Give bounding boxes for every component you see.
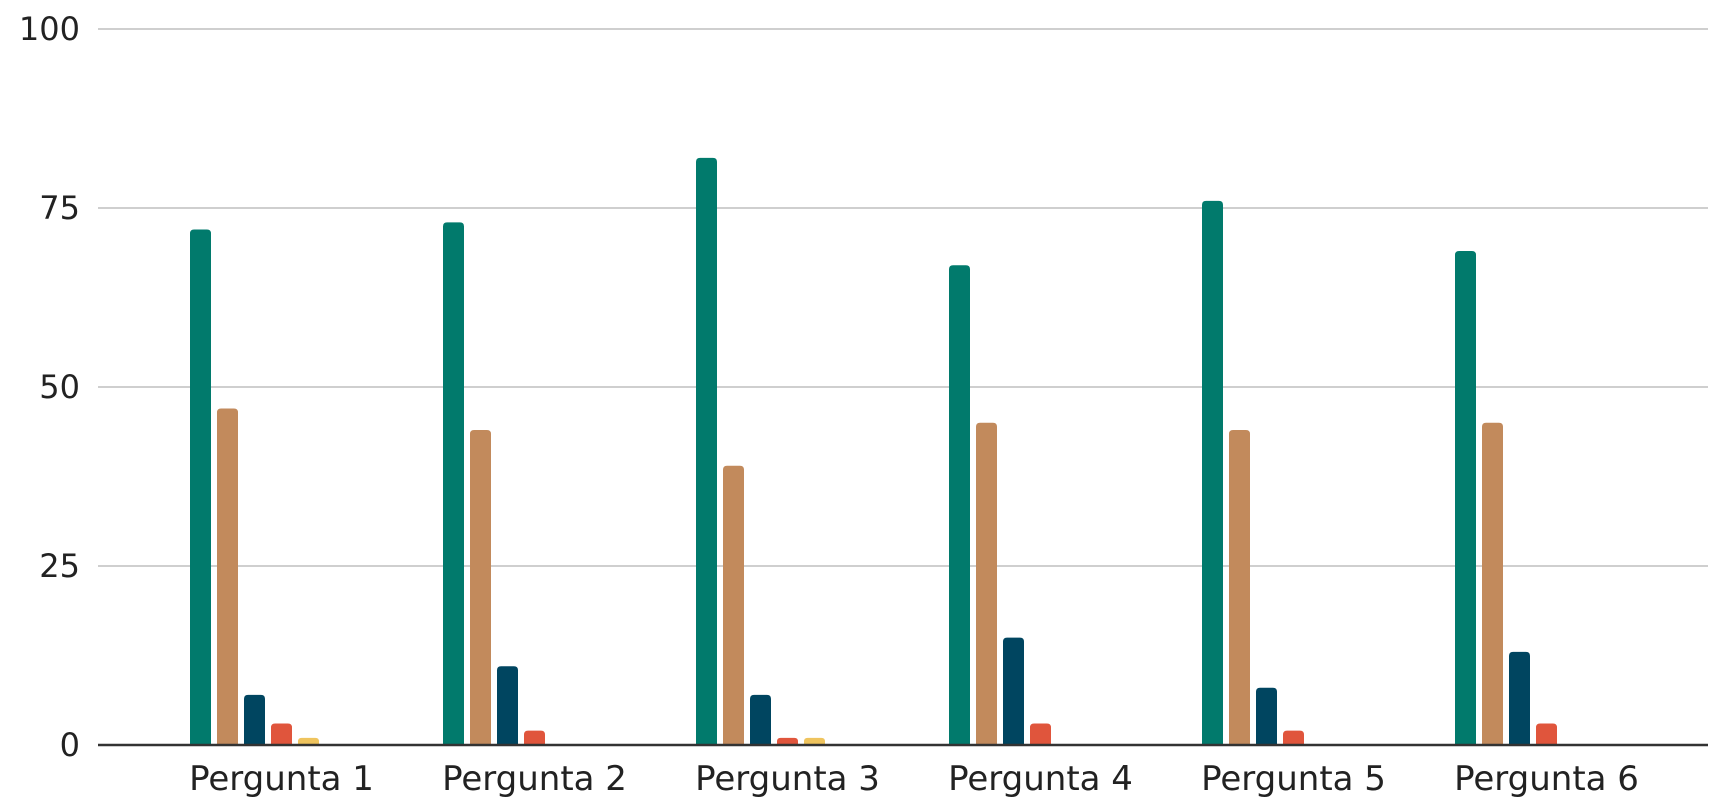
bar xyxy=(1256,687,1277,745)
bar xyxy=(1509,651,1530,745)
bar xyxy=(524,730,545,745)
bar xyxy=(750,694,771,745)
bar xyxy=(497,666,518,745)
bar xyxy=(949,265,970,745)
bar xyxy=(1003,637,1024,745)
y-tick-label: 75 xyxy=(39,189,80,227)
bar xyxy=(804,737,825,745)
x-category-label: Pergunta 2 xyxy=(442,759,627,799)
bar xyxy=(777,737,798,745)
bar xyxy=(271,723,292,745)
x-category-label: Pergunta 3 xyxy=(695,759,880,799)
x-category-label: Pergunta 4 xyxy=(948,759,1133,799)
x-category-label: Pergunta 1 xyxy=(189,759,374,799)
bar xyxy=(1536,723,1557,745)
bar xyxy=(190,229,211,746)
bar xyxy=(976,422,997,745)
bar xyxy=(217,408,238,745)
y-tick-label: 0 xyxy=(60,726,80,764)
x-category-label: Pergunta 5 xyxy=(1201,759,1386,799)
x-category-label: Pergunta 6 xyxy=(1454,759,1639,799)
x-axis-categories: Pergunta 1 Pergunta 2 Pergunta 3 Pergunta 4… xyxy=(189,759,1639,799)
bar xyxy=(298,737,319,745)
bar xyxy=(443,222,464,745)
bar xyxy=(1229,429,1250,745)
bar xyxy=(470,429,491,745)
bar xyxy=(244,694,265,745)
bar xyxy=(1202,200,1223,746)
bar xyxy=(696,157,717,745)
y-tick-label: 50 xyxy=(39,368,80,406)
y-tick-label: 25 xyxy=(39,547,80,585)
bar xyxy=(723,465,744,745)
bar xyxy=(1283,730,1304,745)
bar xyxy=(1030,723,1051,745)
bars xyxy=(190,157,1557,746)
bar xyxy=(1455,250,1476,745)
y-tick-label: 100 xyxy=(19,10,80,48)
bar xyxy=(1482,422,1503,745)
grid-lines xyxy=(98,28,1708,567)
y-axis-ticks: 0 25 50 75 100 xyxy=(19,10,80,764)
